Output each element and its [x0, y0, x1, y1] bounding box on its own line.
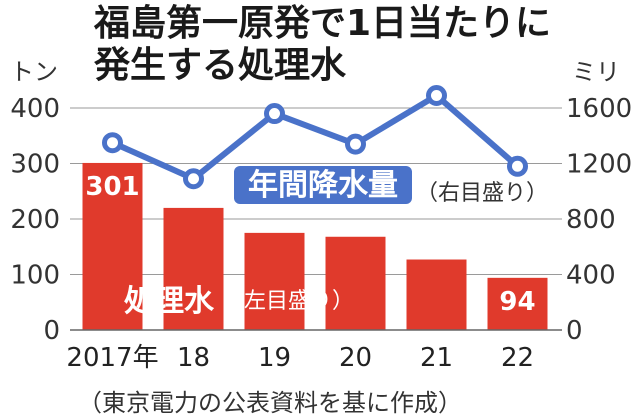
left-axis-unit: トン [10, 58, 58, 86]
x-axis-tick-label: 21 [420, 343, 453, 373]
right-axis-tick-label: 0 [566, 316, 583, 346]
bar-data-label: 94 [499, 287, 535, 317]
processed-water-axis-note: （左目盛り） [222, 289, 354, 314]
left-axis-tick-label: 300 [10, 150, 60, 180]
right-axis-tick-label: 1600 [566, 94, 632, 124]
left-axis-tick-label: 100 [10, 261, 60, 291]
right-axis-tick-label: 400 [566, 261, 616, 291]
right-axis-tick-label: 800 [566, 205, 616, 235]
bar-processed-water [244, 232, 305, 330]
rainfall-point [264, 103, 285, 125]
bar-processed-water [325, 236, 386, 330]
chart-title-line-1: 福島第一原発で1日当たりに [94, 3, 552, 44]
rainfall-series-label: 年間降水量 [248, 168, 398, 203]
rainfall-point [102, 132, 123, 154]
rainfall-line [111, 92, 520, 182]
x-axis-tick-label: 19 [258, 343, 291, 373]
x-axis-tick-label: 18 [177, 343, 210, 373]
right-axis-unit: ミリ [572, 58, 620, 86]
x-axis-tick-label: 20 [339, 343, 372, 373]
x-axis-tick-label: 2017年 [66, 343, 158, 373]
chart-title-line-2: 発生する処理水 [94, 45, 347, 86]
right-axis-tick-label: 1200 [566, 150, 632, 180]
rainfall-point [507, 155, 528, 177]
rainfall-point [183, 168, 204, 190]
bar-processed-water [163, 207, 224, 330]
rainfall-label-box [234, 166, 412, 204]
rainfall-point [345, 133, 366, 155]
x-axis-tick-label: 22 [501, 343, 534, 373]
bar-processed-water [82, 162, 143, 330]
left-axis-tick-label: 400 [10, 94, 60, 124]
source-note: （東京電力の公表資料を基に作成） [78, 389, 462, 417]
rainfall-axis-note: （右目盛り） [416, 181, 548, 206]
bar-data-label: 301 [85, 172, 139, 202]
left-axis-tick-label: 200 [10, 205, 60, 235]
rainfall-point [426, 85, 447, 107]
bar-processed-water [406, 259, 467, 330]
processed-water-series-label: 処理水 [124, 284, 215, 319]
left-axis-tick-label: 0 [43, 316, 60, 346]
bar-processed-water [487, 277, 548, 330]
